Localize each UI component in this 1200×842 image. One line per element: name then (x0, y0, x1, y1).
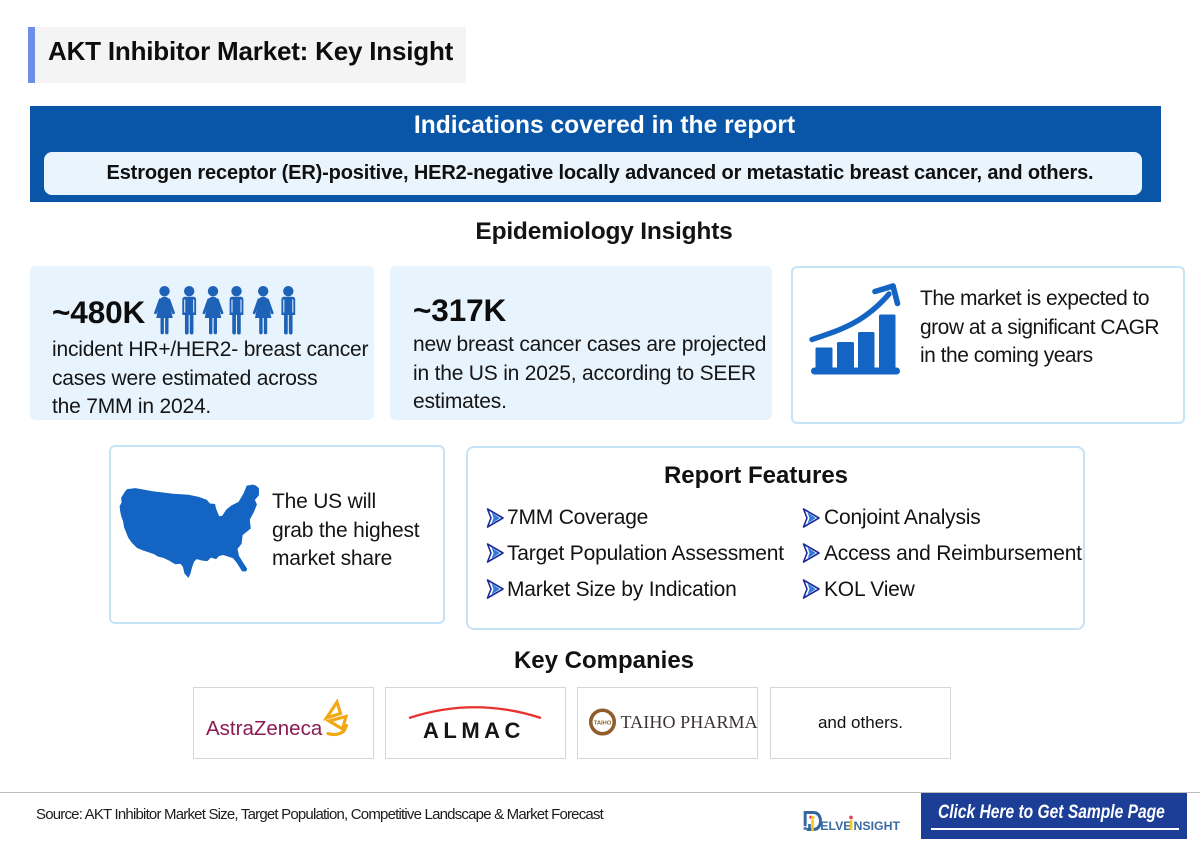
svg-text:NSIGHT: NSIGHT (854, 819, 901, 833)
svg-text:TAIHO PHARMA: TAIHO PHARMA (621, 712, 758, 732)
svg-text:ALMAC: ALMAC (423, 718, 525, 743)
svg-text:ELVE: ELVE (820, 819, 851, 833)
svg-text:TAIHO: TAIHO (594, 720, 612, 726)
svg-text:AstraZeneca: AstraZeneca (206, 717, 323, 740)
